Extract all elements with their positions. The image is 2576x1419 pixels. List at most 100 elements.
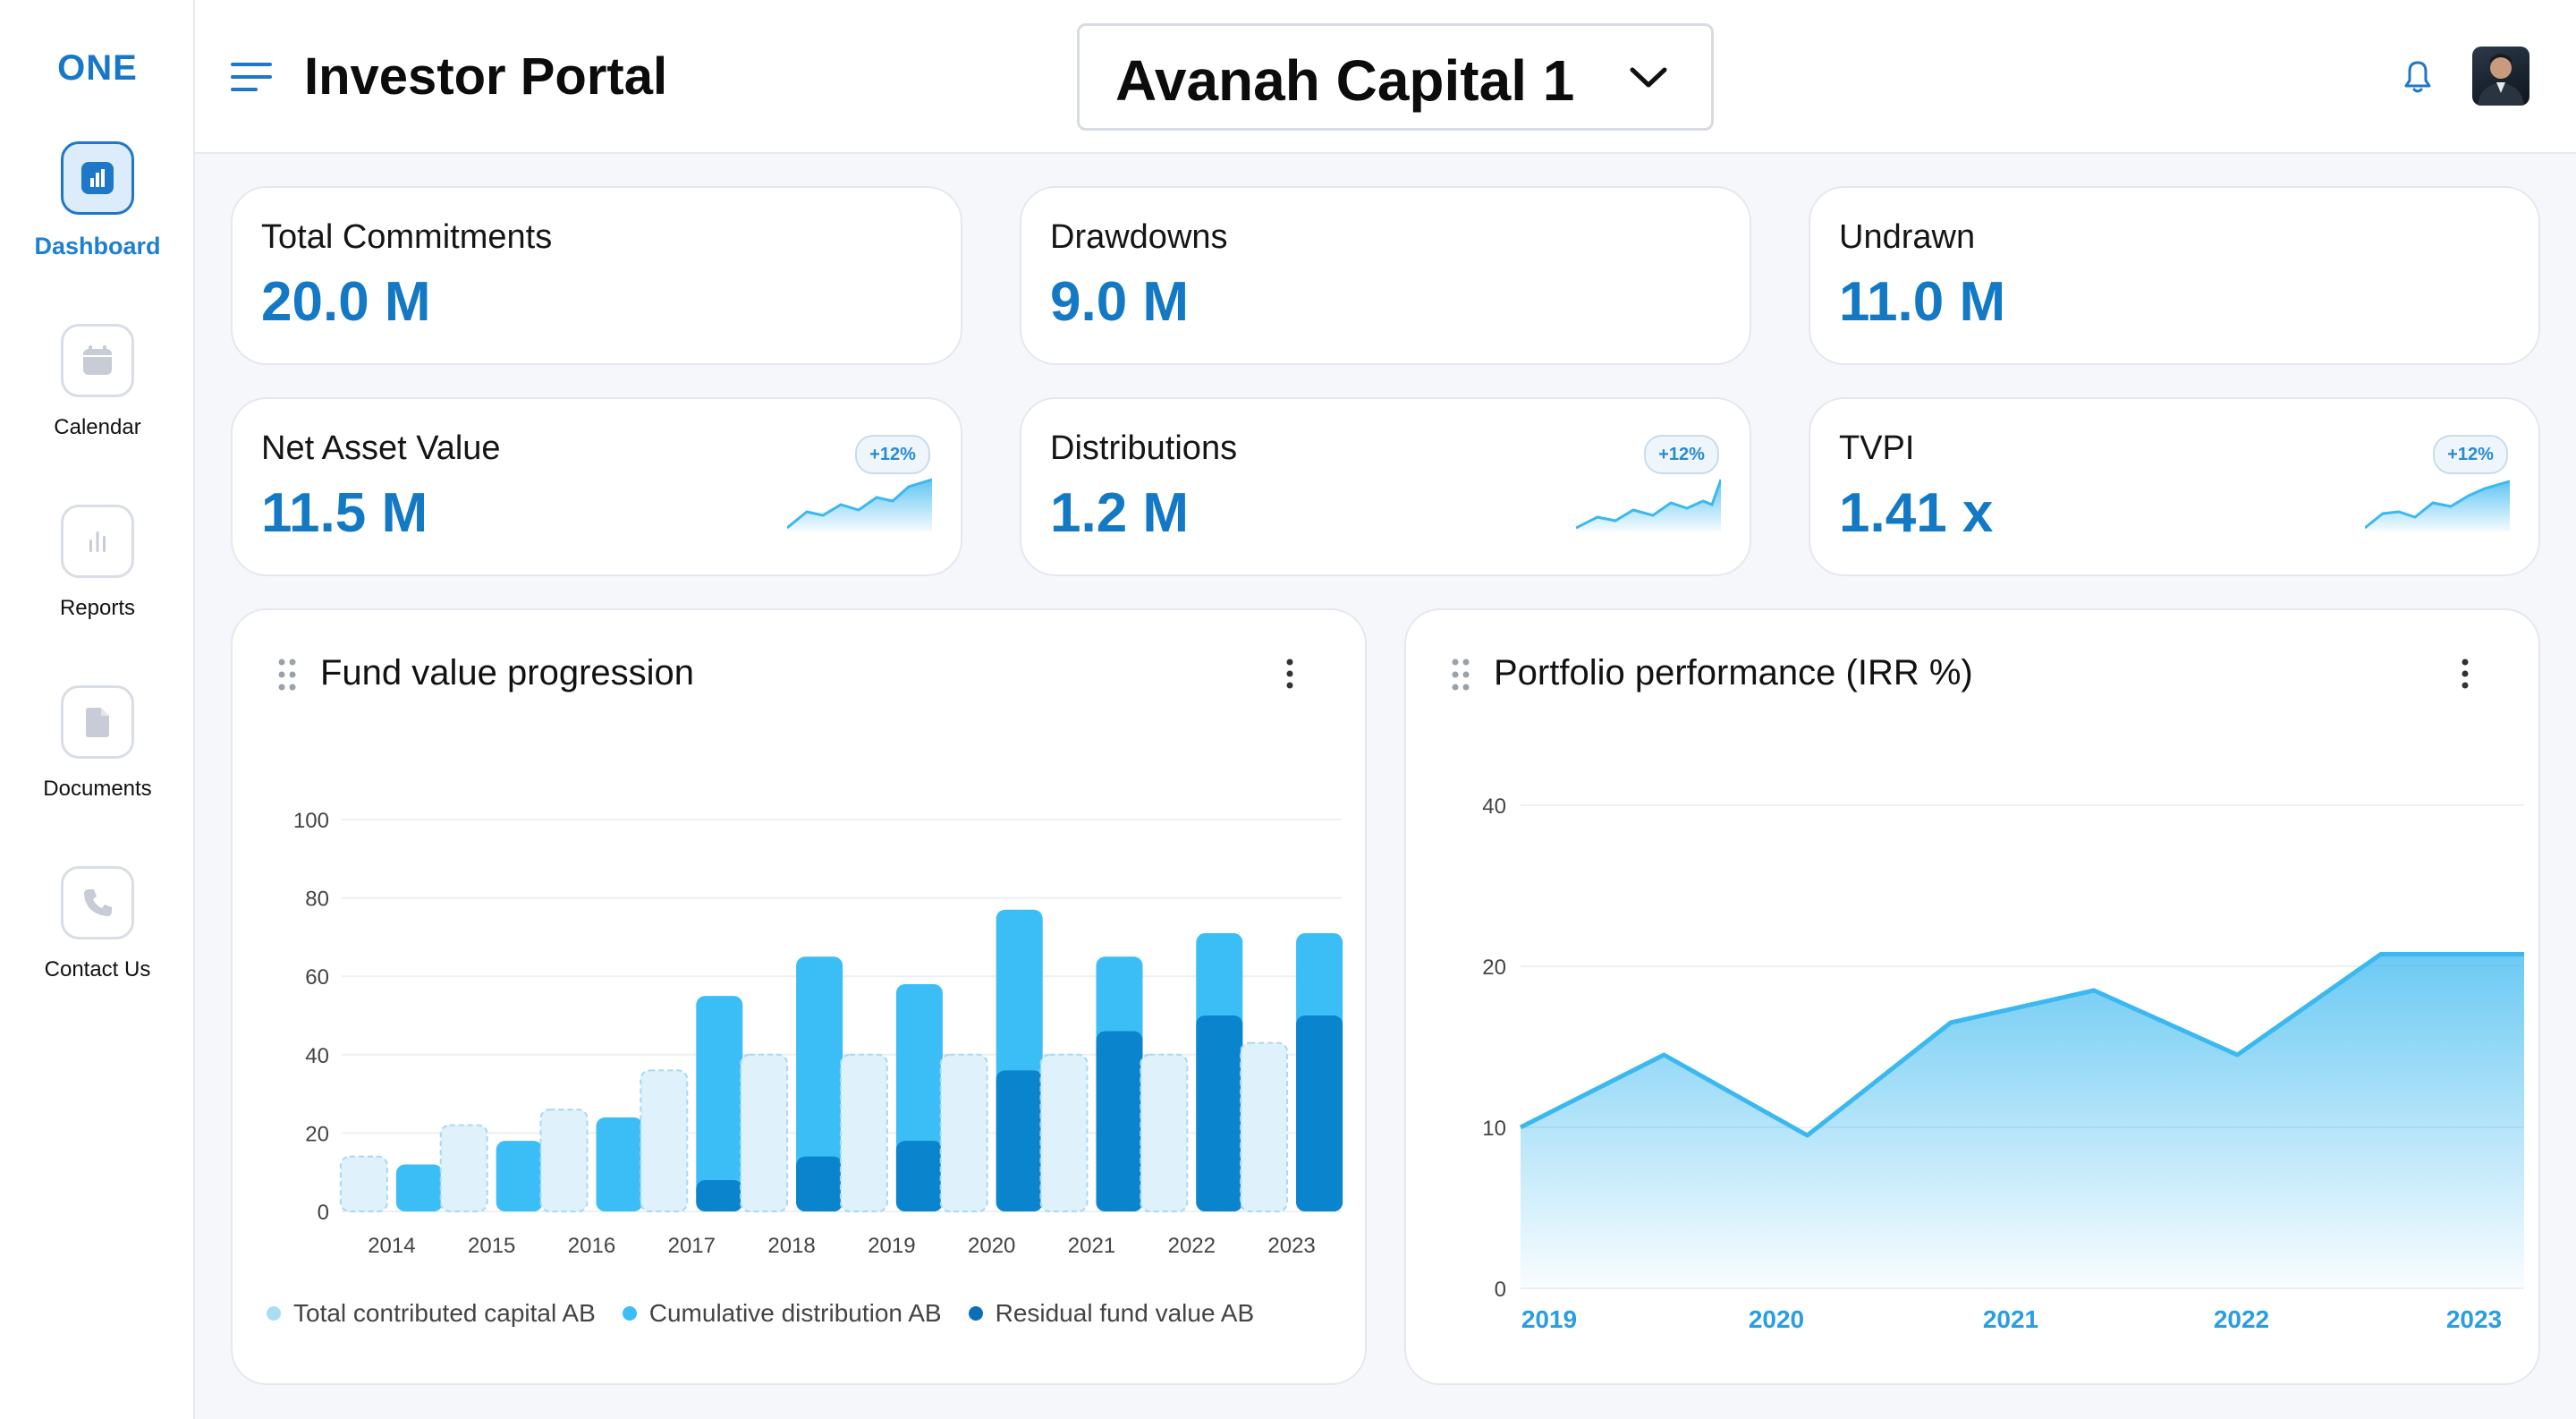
change-badge: +12%	[2433, 435, 2508, 474]
stat-value: 1.2 M	[1050, 482, 1190, 544]
drag-handle-icon[interactable]	[1451, 659, 1470, 695]
change-badge: +12%	[1644, 435, 1719, 474]
sidebar: ONE Dashboard Calendar Reports Documents…	[0, 0, 195, 1419]
x-tick-label: 2023	[2446, 1305, 2502, 1333]
sidebar-item-documents[interactable]: Documents	[0, 685, 195, 802]
stat-label: Distributions	[1050, 429, 1238, 467]
fund-value-chart: 0 20 40 60 80 100 2014 2015 2016 2017 2018 2019 2020…	[293, 809, 1343, 1258]
legend-item: Residual fund value AB	[968, 1299, 1255, 1328]
bar-contributed	[740, 1053, 789, 1212]
document-icon	[61, 685, 134, 759]
legend-dot	[267, 1306, 281, 1321]
more-options-icon[interactable]	[2460, 659, 2470, 693]
x-tick-label: 2016	[568, 1234, 615, 1258]
legend-item: Total contributed capital AB	[267, 1299, 596, 1328]
y-tick-label: 40	[1482, 794, 1506, 819]
stat-label: Net Asset Value	[261, 429, 501, 467]
panel-title: Portfolio performance (IRR %)	[1494, 653, 1973, 693]
bar-contributed	[439, 1124, 488, 1213]
x-tick-label: 2022	[1168, 1234, 1216, 1258]
more-options-icon[interactable]	[1284, 659, 1295, 693]
stat-value: 11.5 M	[261, 482, 428, 544]
bar-distribution	[796, 956, 843, 1211]
stat-card-drawdowns: Drawdowns 9.0 M	[1020, 186, 1751, 365]
page-title: Investor Portal	[304, 47, 668, 106]
bar-residual	[895, 1141, 943, 1211]
sidebar-item-dashboard[interactable]: Dashboard	[0, 141, 195, 260]
fund-value-panel: 0 20 40 60 80 100 2014 2015 2016 2017 2018 2019 2020…	[231, 608, 1367, 1385]
x-tick-label: 2017	[668, 1234, 716, 1258]
bar-residual	[796, 1156, 843, 1211]
hamburger-menu-icon[interactable]	[231, 61, 272, 93]
user-avatar[interactable]	[2472, 47, 2529, 106]
y-tick-label: 80	[305, 888, 329, 912]
bar-distribution	[696, 996, 743, 1211]
sidebar-item-label: Documents	[43, 777, 152, 801]
bar-contributed	[640, 1069, 689, 1212]
stat-label: Total Commitments	[261, 218, 553, 256]
portfolio-performance-panel: 0 10 20 40 2019 2020 2021 2022 2023 Portfolio pe…	[1404, 608, 2540, 1385]
sidebar-item-label: Contact Us	[44, 957, 151, 981]
x-tick-label: 2020	[968, 1234, 1015, 1258]
legend-label: Total contributed capital AB	[293, 1299, 596, 1327]
stat-value: 9.0 M	[1050, 271, 1190, 333]
bell-icon[interactable]	[2402, 59, 2433, 99]
irr-chart: 0 10 20 40 2019 2020 2021 2022 2023	[1482, 794, 2524, 1333]
bar-contributed	[839, 1053, 888, 1212]
x-tick-label: 2019	[868, 1234, 915, 1258]
change-badge: +12%	[855, 435, 930, 474]
fund-selector-value: Avanah Capital 1	[1115, 48, 1575, 113]
drag-handle-icon[interactable]	[277, 659, 297, 695]
sidebar-item-calendar[interactable]: Calendar	[0, 324, 195, 440]
sparkline	[787, 478, 932, 531]
bar-residual	[996, 1070, 1043, 1211]
bar-residual	[696, 1179, 743, 1211]
x-tick-label: 2020	[1749, 1305, 1804, 1333]
bar-contributed	[339, 1155, 388, 1212]
sidebar-item-contact[interactable]: Contact Us	[0, 866, 195, 982]
app-logo[interactable]: ONE	[57, 48, 138, 88]
sparkline	[2365, 480, 2510, 531]
legend-dot	[968, 1306, 983, 1321]
chevron-down-icon	[1629, 65, 1668, 95]
sidebar-item-label: Reports	[59, 596, 136, 620]
stat-label: Drawdowns	[1050, 218, 1228, 256]
irr-area	[1521, 954, 2524, 1288]
bar-distribution	[596, 1117, 643, 1211]
y-tick-label: 40	[305, 1044, 329, 1068]
legend-label: Cumulative distribution AB	[648, 1299, 942, 1327]
legend-label: Residual fund value AB	[995, 1299, 1255, 1327]
sidebar-item-reports[interactable]: Reports	[0, 505, 195, 621]
bar-contributed	[1240, 1041, 1289, 1212]
chart-legend: Total contributed capital AB Cumulative …	[267, 1299, 1254, 1328]
sidebar-item-label: Calendar	[54, 415, 141, 439]
stat-label: Undrawn	[1839, 218, 1976, 256]
legend-item: Cumulative distribution AB	[622, 1299, 942, 1328]
stat-value: 11.0 M	[1839, 271, 2006, 333]
irr-line	[1519, 952, 2524, 1138]
stat-label: TVPI	[1839, 429, 1915, 467]
bar-residual	[1096, 1031, 1143, 1211]
phone-icon	[61, 866, 134, 939]
top-header: Investor Portal Avanah Capital 1	[195, 0, 2576, 154]
bar-contributed	[1140, 1053, 1189, 1212]
stat-value: 1.41 x	[1839, 482, 1994, 544]
x-tick-label: 2014	[368, 1234, 415, 1258]
bar-contributed	[939, 1053, 988, 1212]
y-tick-label: 0	[1495, 1278, 1506, 1302]
fund-selector[interactable]: Avanah Capital 1	[1077, 23, 1714, 131]
stat-card-net-asset-value: Net Asset Value 11.5 M +12%	[231, 397, 962, 576]
sparkline	[1576, 479, 1721, 531]
x-tick-label: 2018	[767, 1234, 815, 1258]
bar-contributed	[539, 1109, 589, 1212]
y-tick-label: 0	[318, 1201, 329, 1225]
panel-title: Fund value progression	[320, 653, 695, 693]
x-tick-label: 2022	[2214, 1305, 2269, 1333]
calendar-icon	[61, 324, 134, 397]
sidebar-item-label: Dashboard	[34, 233, 161, 259]
y-tick-label: 20	[1482, 956, 1506, 980]
y-tick-label: 100	[293, 809, 329, 833]
reports-icon	[61, 505, 134, 578]
dashboard-icon	[61, 141, 134, 215]
bar-residual	[1196, 1015, 1243, 1211]
